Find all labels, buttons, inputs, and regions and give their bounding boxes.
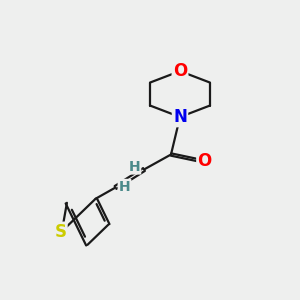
Text: H: H	[119, 180, 130, 194]
Text: O: O	[197, 152, 212, 169]
Text: S: S	[54, 223, 66, 241]
Text: O: O	[173, 62, 187, 80]
Text: N: N	[173, 108, 187, 126]
Text: H: H	[129, 160, 140, 173]
